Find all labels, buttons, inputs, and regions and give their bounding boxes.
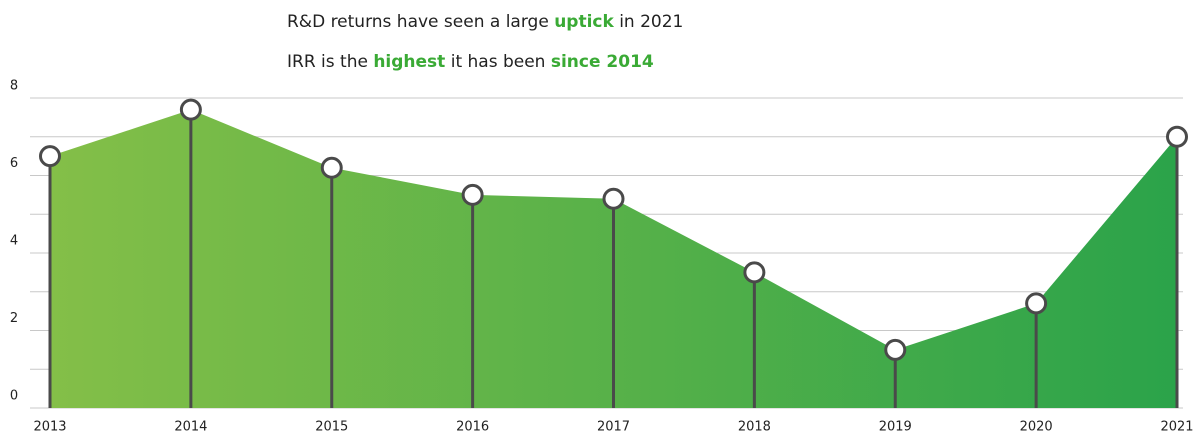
point xyxy=(1025,292,1048,315)
x-tick-label: 2019 xyxy=(879,420,912,435)
title-segment: since 2014 xyxy=(551,52,654,72)
y-tick-label: 8 xyxy=(10,79,18,94)
point xyxy=(320,156,343,179)
x-tick-label: 2016 xyxy=(456,420,489,435)
point xyxy=(1166,125,1188,148)
point xyxy=(602,187,625,210)
y-tick-label: 0 xyxy=(10,389,18,404)
title-segment: R&D returns have seen a large xyxy=(287,12,554,32)
title-segment: uptick xyxy=(554,12,614,32)
x-tick-label: 2018 xyxy=(738,420,771,435)
y-tick-label: 4 xyxy=(10,234,18,249)
point xyxy=(461,183,484,206)
point xyxy=(884,338,907,361)
x-tick-label: 2021 xyxy=(1160,420,1193,435)
point xyxy=(179,98,202,121)
title-segment: IRR is the xyxy=(287,52,373,72)
x-tick-label: 2013 xyxy=(33,420,66,435)
title-line: IRR is the highest it has been since 201… xyxy=(287,52,654,72)
y-tick-label: 6 xyxy=(10,156,18,171)
title-segment: in 2021 xyxy=(614,12,684,32)
title-segment: it has been xyxy=(445,52,551,72)
point xyxy=(39,145,61,168)
title-line: R&D returns have seen a large uptick in … xyxy=(287,12,683,32)
x-tick-label: 2014 xyxy=(174,420,207,435)
title-segment: highest xyxy=(373,52,445,72)
point xyxy=(743,261,766,284)
x-tick-label: 2017 xyxy=(597,420,630,435)
x-tick-label: 2015 xyxy=(315,420,348,435)
y-tick-label: 2 xyxy=(10,311,18,326)
x-tick-label: 2020 xyxy=(1020,420,1053,435)
